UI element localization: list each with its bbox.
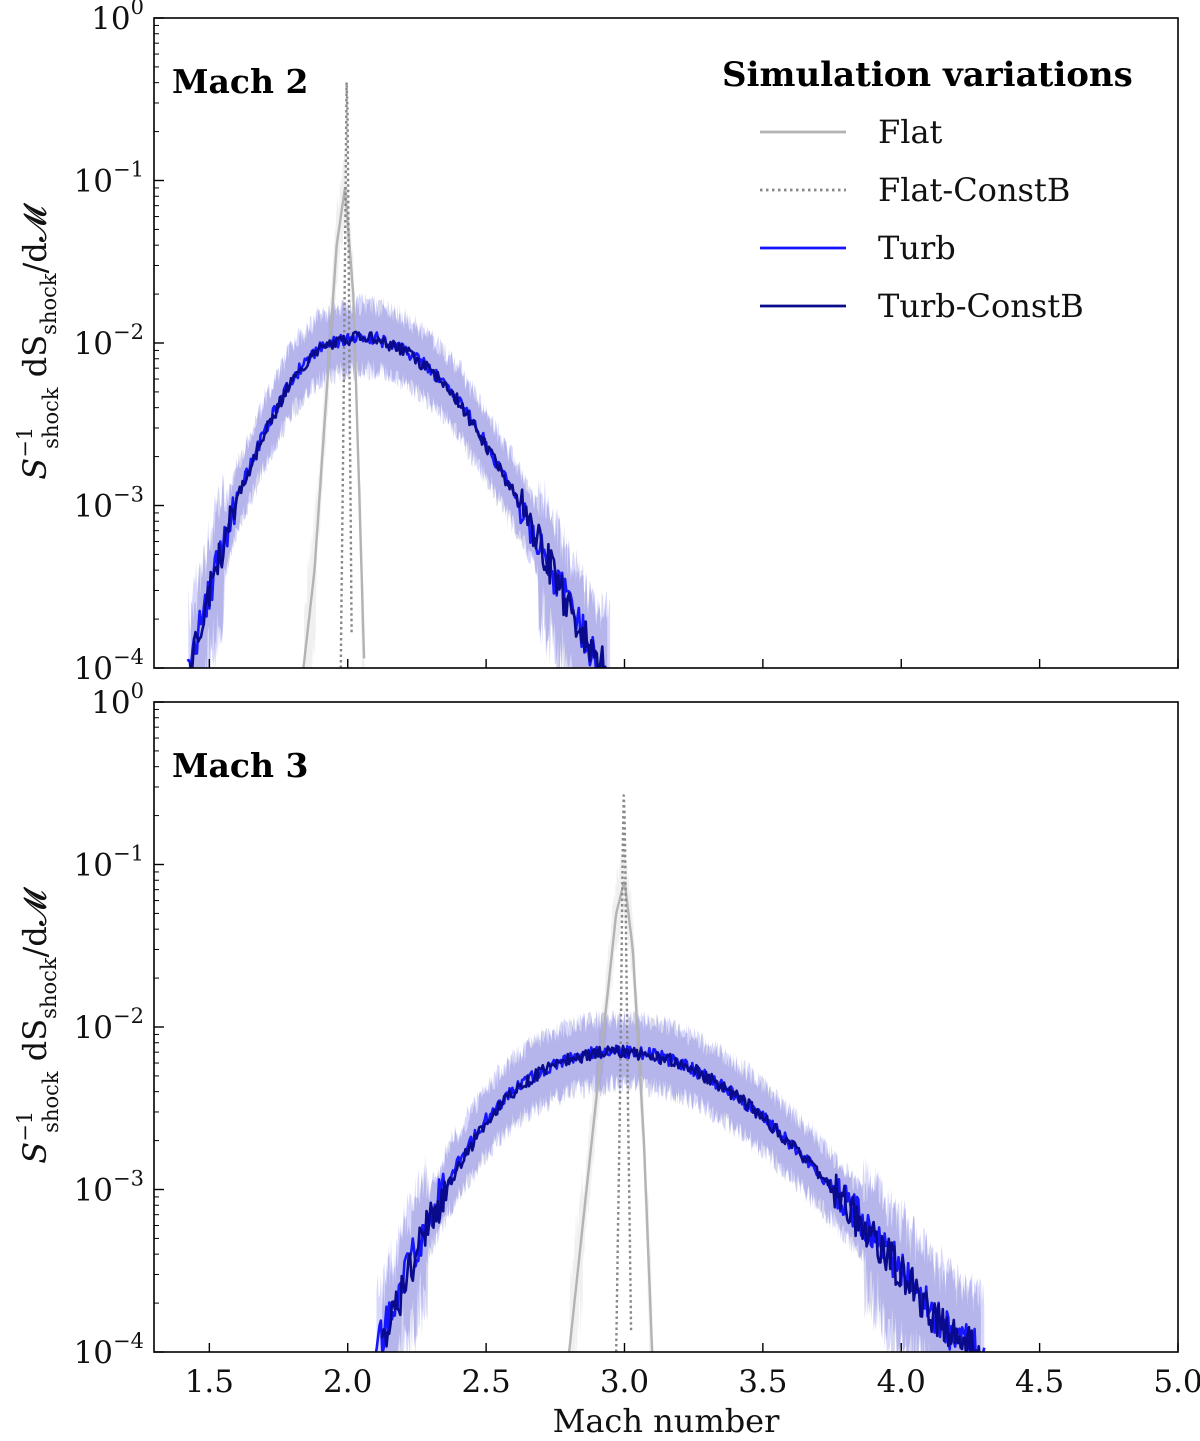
xtick-label: 2.5	[461, 1364, 510, 1400]
panel-1-band-flat	[304, 148, 365, 668]
panel-1-y-axis-title: S−1shock dSshock/d𝓜	[13, 202, 63, 480]
ytick-label: 10−4	[74, 1329, 144, 1371]
panel-2-band-turb	[376, 1009, 985, 1352]
legend-label-turb: Turb	[878, 229, 956, 267]
ytick-label: 10−2	[74, 320, 144, 362]
panel-1-band-turb-constb	[191, 295, 608, 668]
panel-2-y-axis-title: S−1shock dSshock/d𝓜	[13, 886, 63, 1164]
legend-title: Simulation variations	[722, 55, 1133, 95]
panel-2: 1.5 2.0 2.5 3.0 3.5 4.0 4.5 5.0 100 10−1 10−2 10−3 1…	[13, 679, 1200, 1440]
xtick-label: 3.0	[600, 1364, 649, 1400]
ytick-label: 10−3	[74, 1167, 144, 1209]
panel-1-line-turb-constb	[188, 330, 607, 668]
legend-label-flat: Flat	[878, 113, 943, 151]
panel-1-band-turb	[188, 293, 611, 668]
panel-1-label: Mach 2	[172, 62, 308, 101]
panel-2-line-flat	[567, 881, 654, 1352]
legend-label-turb-constb: Turb-ConstB	[878, 287, 1084, 325]
legend: Simulation variations Flat Flat-ConstB Turb…	[722, 55, 1133, 325]
xtick-label: 5.0	[1153, 1364, 1200, 1400]
panel-2-plot-area	[374, 794, 986, 1352]
legend-label-flat-constb: Flat-ConstB	[878, 171, 1070, 209]
xtick-label: 2.0	[323, 1364, 372, 1400]
ytick-label: 10−1	[74, 842, 144, 884]
panel-2-label: Mach 3	[172, 746, 308, 785]
xtick-label: 4.0	[877, 1364, 926, 1400]
ytick-label: 10−2	[74, 1004, 144, 1046]
xtick-label: 4.5	[1015, 1364, 1064, 1400]
panel-2-line-flat-constb	[615, 794, 633, 1352]
panel-1-plot-area	[186, 81, 611, 668]
panel-2-band-flat	[569, 849, 653, 1352]
panel-2-line-turb-constb	[380, 1044, 981, 1352]
ytick-label: 10−3	[74, 483, 144, 525]
ytick-label: 10−1	[74, 158, 144, 200]
panel-2-band-turb-constb	[382, 1010, 981, 1352]
ytick-label: 100	[91, 679, 144, 721]
xtick-label: 1.5	[185, 1364, 234, 1400]
ytick-label: 10−4	[74, 645, 144, 687]
x-axis-title: Mach number	[553, 1402, 781, 1440]
ytick-label: 100	[91, 0, 144, 37]
xtick-label: 3.5	[738, 1364, 787, 1400]
panel-1-line-flat	[302, 186, 366, 668]
panel-1: 100 10−1 10−2 10−3 10−4 S−1shock dSshock/d𝓜 Ma…	[13, 0, 1179, 687]
